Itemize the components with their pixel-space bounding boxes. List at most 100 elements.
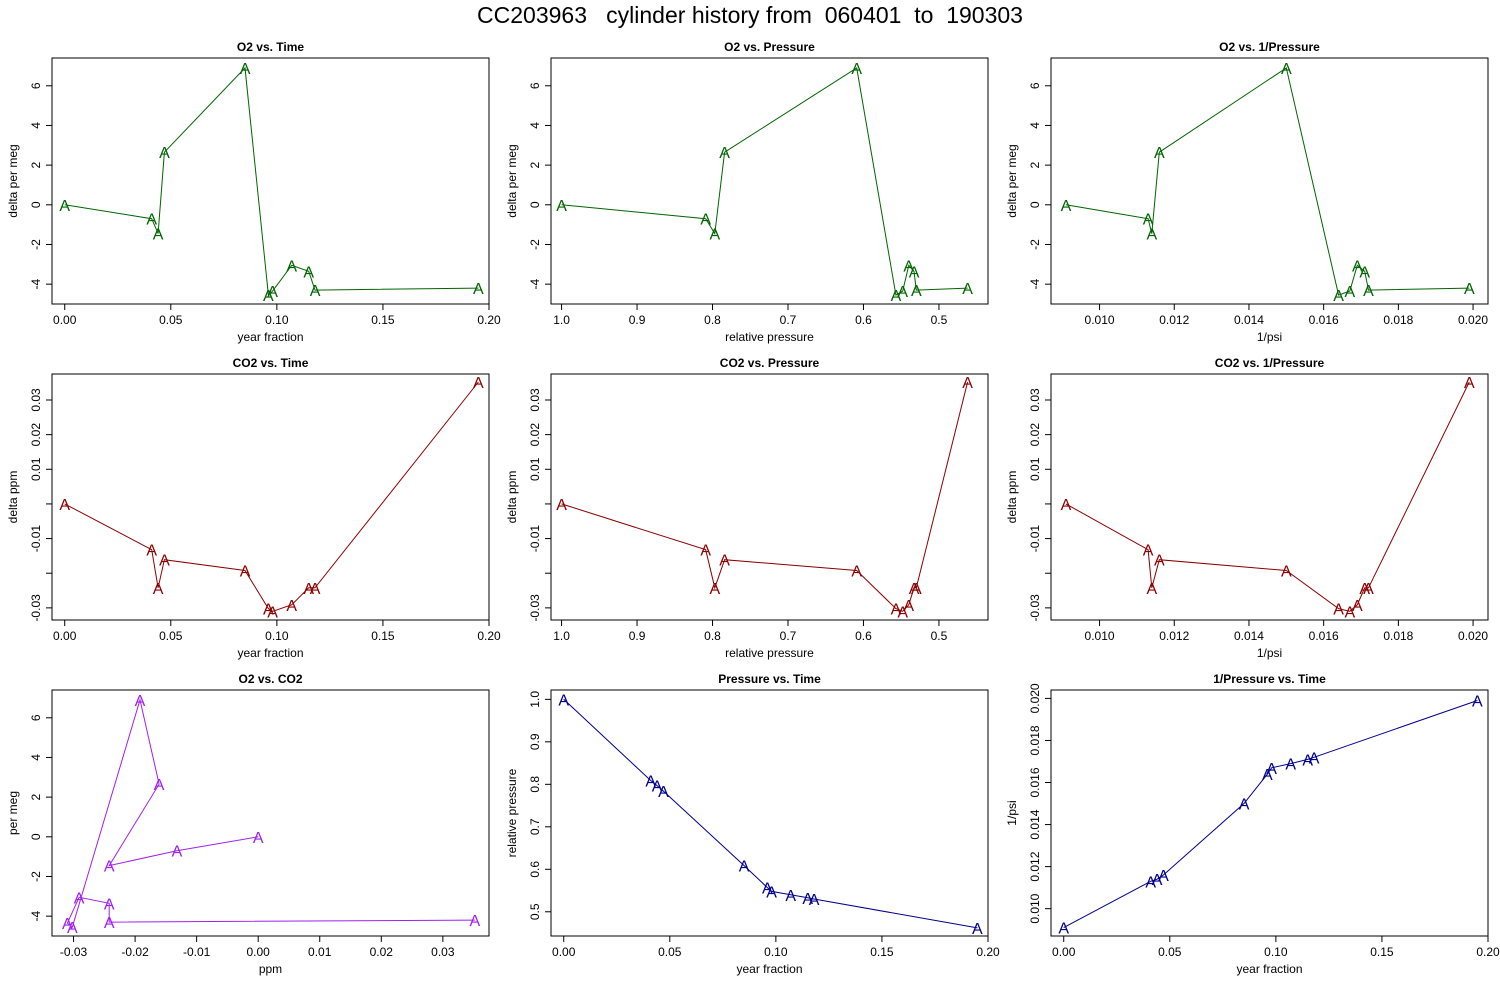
x-tick-label: 0.018 xyxy=(1383,313,1413,327)
chart-panel-9: 1/Pressure vs. Time 0.00 0.05 0.10 0.15 0.20 y… xyxy=(1005,672,1500,976)
plot-frame xyxy=(1050,689,1489,937)
data-point-marker: A xyxy=(1147,581,1158,598)
x-tick-label: 0.016 xyxy=(1309,313,1339,327)
data-point-marker: A xyxy=(762,881,773,898)
series-line xyxy=(1065,67,1470,296)
x-tick-label: -0.02 xyxy=(121,945,149,959)
y-tick-label: 0.02 xyxy=(1028,423,1042,447)
y-tick-label: 0.7 xyxy=(528,818,542,835)
data-point-marker: A xyxy=(719,145,730,162)
x-tick-label: 0.10 xyxy=(1264,945,1288,959)
data-point-marker: A xyxy=(1309,750,1320,767)
chart-title: CO2 vs. Pressure xyxy=(720,356,820,370)
y-tick-label: 0.8 xyxy=(528,776,542,793)
x-axis-label: 1/psi xyxy=(1257,330,1282,344)
y-tick-label: 0.02 xyxy=(29,423,43,447)
data-point-marker: A xyxy=(1281,61,1292,78)
data-point-marker: A xyxy=(1472,694,1483,711)
data-point-marker: A xyxy=(903,598,914,615)
x-tick-label: 0.010 xyxy=(1085,629,1115,643)
data-point-marker: A xyxy=(809,892,820,909)
x-tick-label: 0.9 xyxy=(629,313,646,327)
data-point-marker: A xyxy=(658,784,669,801)
chart-panel-4: CO2 vs. Time 0.00 0.05 0.10 0.15 0.20 year fra… xyxy=(6,356,501,660)
chart-panel-1: O2 vs. Time 0.00 0.05 0.10 0.15 0.20 year frac… xyxy=(6,40,501,344)
data-point-marker: A xyxy=(972,921,983,938)
x-tick-label: 0.15 xyxy=(1370,945,1394,959)
series-line xyxy=(64,381,479,612)
y-tick-label: 6 xyxy=(528,82,542,89)
data-point-marker: A xyxy=(851,563,862,580)
y-tick-label: 1.0 xyxy=(528,691,542,708)
x-tick-label: 0.010 xyxy=(1085,313,1115,327)
x-tick-label: 0.5 xyxy=(931,313,948,327)
y-axis-label: delta ppm xyxy=(6,471,20,524)
chart-panel-6: CO2 vs. 1/Pressure 0.010 0.012 0.014 0.016 0.… xyxy=(1005,356,1489,660)
chart-title: CO2 vs. Time xyxy=(233,356,309,370)
data-point-marker: A xyxy=(1266,761,1277,778)
data-point-marker: A xyxy=(104,859,115,876)
data-point-marker: A xyxy=(1464,281,1475,298)
data-point-marker: A xyxy=(558,692,569,709)
data-point-marker: A xyxy=(1352,598,1363,615)
chart-title: Pressure vs. Time xyxy=(718,672,821,686)
y-tick-label: 0.010 xyxy=(1028,893,1042,923)
y-tick-label: -4 xyxy=(1028,279,1042,290)
x-tick-label: 0.20 xyxy=(1476,945,1500,959)
chart-title: O2 vs. Time xyxy=(237,40,304,54)
y-tick-label: -0.03 xyxy=(528,594,542,622)
x-tick-label: 0.00 xyxy=(552,945,576,959)
y-axis-label: per meg xyxy=(6,791,20,835)
data-point-marker: A xyxy=(62,916,73,933)
data-point-marker: A xyxy=(709,581,720,598)
data-point-marker: A xyxy=(154,777,165,794)
data-point-marker: A xyxy=(473,281,484,298)
x-tick-label: 0.8 xyxy=(704,313,721,327)
data-point-marker: A xyxy=(1285,757,1296,774)
data-point-marker: A xyxy=(286,258,297,275)
y-tick-label: 2 xyxy=(528,161,542,168)
x-tick-label: 0.012 xyxy=(1159,313,1189,327)
data-point-marker: A xyxy=(909,581,920,598)
data-point-marker: A xyxy=(903,258,914,275)
x-axis-label: relative pressure xyxy=(725,646,814,660)
x-tick-label: 0.20 xyxy=(976,945,1000,959)
data-point-marker: A xyxy=(891,288,902,305)
data-point-marker: A xyxy=(1344,604,1355,621)
data-point-marker: A xyxy=(1143,543,1154,560)
y-tick-label: 0.01 xyxy=(29,457,43,481)
y-tick-label: 0.018 xyxy=(1028,725,1042,755)
x-tick-label: 0.018 xyxy=(1383,629,1413,643)
data-point-marker: A xyxy=(851,61,862,78)
y-tick-label: 0.5 xyxy=(528,903,542,920)
x-tick-label: 0.20 xyxy=(477,313,501,327)
data-point-marker: A xyxy=(59,198,70,215)
x-tick-label: 0.5 xyxy=(931,629,948,643)
data-point-marker: A xyxy=(909,264,920,281)
y-tick-label: 0.014 xyxy=(1028,809,1042,839)
y-tick-label: 6 xyxy=(1028,82,1042,89)
chart-title: CO2 vs. 1/Pressure xyxy=(1215,356,1325,370)
data-point-marker: A xyxy=(146,543,157,560)
x-tick-label: 0.6 xyxy=(855,313,872,327)
data-point-marker: A xyxy=(785,888,796,905)
y-tick-label: 0.9 xyxy=(528,733,542,750)
data-point-marker: A xyxy=(104,896,115,913)
x-tick-label: 0.15 xyxy=(371,629,395,643)
x-tick-label: 0.9 xyxy=(629,629,646,643)
x-axis-label: ppm xyxy=(259,962,282,976)
y-tick-label: 0.6 xyxy=(528,861,542,878)
x-tick-label: 0.10 xyxy=(764,945,788,959)
chart-panel-7: O2 vs. CO2 -0.03 -0.02 -0.01 0.00 0.01 0.02 0.0… xyxy=(6,672,490,976)
x-tick-label: 0.05 xyxy=(159,313,183,327)
x-axis-label: relative pressure xyxy=(725,330,814,344)
y-axis-label: delta ppm xyxy=(505,471,519,524)
data-point-marker: A xyxy=(962,281,973,298)
y-axis-label: delta per meg xyxy=(1005,144,1019,217)
data-point-marker: A xyxy=(1344,284,1355,301)
y-tick-label: -2 xyxy=(29,239,43,250)
data-point-marker: A xyxy=(1147,227,1158,244)
series-line xyxy=(1065,381,1470,612)
x-tick-label: 0.05 xyxy=(1158,945,1182,959)
x-tick-label: 0.014 xyxy=(1234,313,1264,327)
